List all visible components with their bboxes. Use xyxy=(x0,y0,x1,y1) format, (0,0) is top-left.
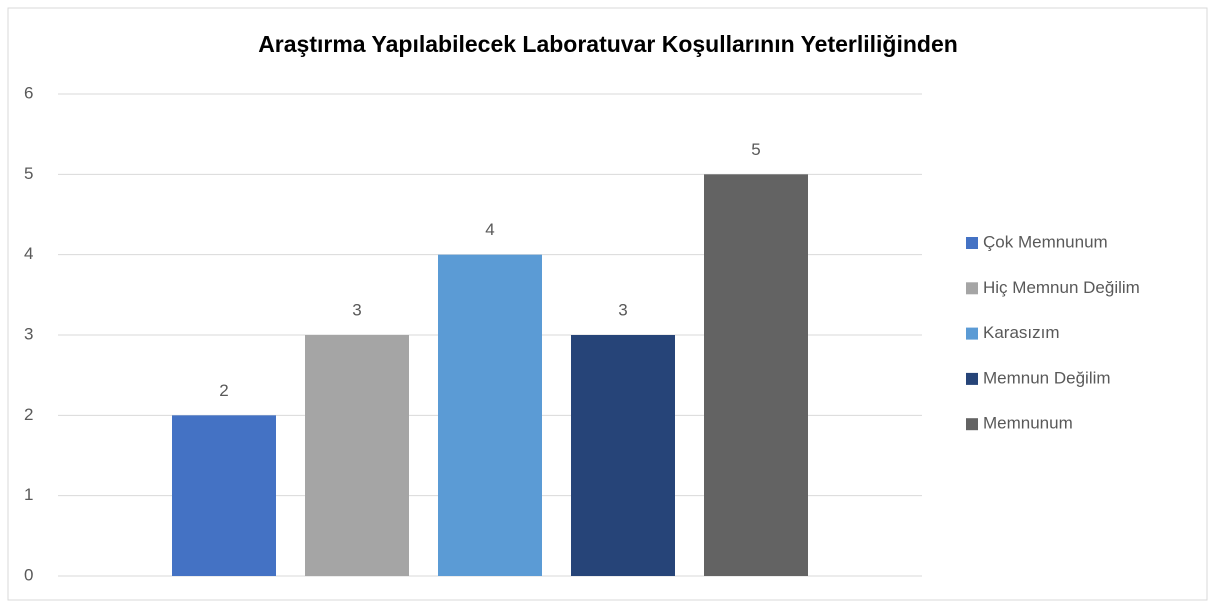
legend-label: Hiç Memnun Değilim xyxy=(983,278,1140,297)
data-label: 4 xyxy=(485,220,494,239)
legend-swatch xyxy=(966,282,978,295)
bar xyxy=(571,335,675,576)
data-label: 5 xyxy=(751,140,760,159)
chart-title: Araştırma Yapılabilecek Laboratuvar Koşu… xyxy=(258,31,958,57)
bar xyxy=(305,335,409,576)
bar xyxy=(172,415,276,576)
y-tick-label: 0 xyxy=(24,565,33,584)
data-label: 2 xyxy=(219,381,228,400)
legend-label: Memnun Değilim xyxy=(983,368,1111,387)
bar xyxy=(704,174,808,577)
legend-swatch xyxy=(966,418,978,431)
data-label: 3 xyxy=(618,300,627,319)
y-tick-label: 2 xyxy=(24,405,33,424)
y-tick-label: 6 xyxy=(24,83,33,102)
legend-swatch xyxy=(966,327,978,340)
bar xyxy=(438,254,542,576)
y-tick-label: 1 xyxy=(24,485,33,504)
legend-label: Çok Memnunum xyxy=(983,232,1108,251)
legend-label: Memnunum xyxy=(983,414,1073,433)
legend-label: Karasızım xyxy=(983,323,1060,342)
y-tick-label: 5 xyxy=(24,164,33,183)
y-tick-label: 3 xyxy=(24,324,33,343)
data-label: 3 xyxy=(352,300,361,319)
legend-swatch xyxy=(966,237,978,249)
legend-swatch xyxy=(966,372,978,385)
y-tick-label: 4 xyxy=(24,244,33,263)
